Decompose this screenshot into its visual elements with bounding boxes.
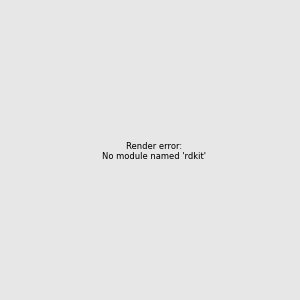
Text: Render error:
No module named 'rdkit': Render error: No module named 'rdkit'	[102, 142, 206, 161]
